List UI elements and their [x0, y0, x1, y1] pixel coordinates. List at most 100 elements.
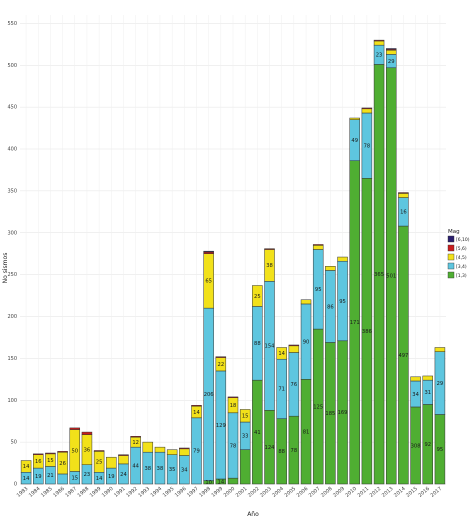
bar-segment: [227, 396, 239, 398]
bar-segment: [69, 427, 81, 430]
data-label: 14: [278, 351, 285, 357]
legend-swatch: [447, 271, 455, 279]
x-tick-label: 1988: [77, 486, 91, 499]
data-label: 41: [254, 430, 261, 436]
bar-segment: [337, 256, 348, 262]
x-axis-title: Año: [247, 511, 259, 518]
x-tick-label: 1991: [113, 486, 127, 499]
data-label: 501: [386, 274, 396, 280]
bar-segment: [276, 347, 287, 360]
bar-segment: [398, 192, 409, 194]
x-tick-label: 1990: [101, 486, 115, 499]
data-label: 29: [388, 59, 395, 65]
x-tick-label: 2013: [381, 486, 395, 499]
data-label: 95: [437, 447, 444, 453]
bar-segment: [179, 447, 190, 450]
bar-segment: [118, 454, 129, 456]
data-label: 95: [315, 287, 322, 293]
data-label: 129: [216, 423, 226, 429]
data-label: 206: [204, 392, 214, 398]
y-tick-label: 450: [7, 105, 17, 111]
x-tick-label: 1996: [174, 486, 188, 499]
bar-segment: [361, 108, 373, 114]
data-label: 14: [218, 479, 225, 485]
data-label: 38: [144, 466, 151, 472]
bar-segment: [142, 441, 154, 453]
data-label: 25: [96, 460, 103, 466]
x-tick-label: 1993: [137, 486, 151, 499]
data-label: 35: [169, 467, 176, 473]
data-labels: 14 14 19 16 21 15 26 15 50 23 36 14 25 19 24 44 12 38 38 35…: [23, 53, 443, 487]
y-axis-title: No sismos: [2, 253, 9, 284]
data-label: 10: [205, 480, 212, 486]
data-label: 78: [230, 443, 237, 449]
bar-segment: [57, 473, 68, 485]
data-label: 50: [71, 448, 78, 454]
data-label: 21: [47, 473, 54, 479]
x-tick-label: 2001: [235, 486, 249, 499]
bar-segment: [373, 40, 385, 46]
bar-segment: [239, 409, 251, 423]
data-label: 25: [254, 294, 261, 300]
data-label: 34: [181, 468, 188, 474]
bar-segment: [203, 251, 214, 254]
bar-segment: [239, 449, 251, 485]
x-tick-label: 2000: [223, 486, 237, 499]
data-label: 23: [84, 472, 91, 478]
y-tick-label: 500: [7, 63, 17, 69]
x-tick-label: 1995: [162, 486, 176, 499]
x-tick-label: 2017: [430, 486, 444, 499]
x-tick-label: 1992: [125, 486, 139, 499]
data-label: 26: [59, 461, 66, 467]
y-tick-label: 350: [7, 188, 17, 194]
data-label: 386: [362, 329, 372, 335]
data-label: 15: [71, 476, 78, 482]
bar-segment: [300, 299, 312, 305]
bar-segment: [227, 477, 239, 485]
x-tick-label: 2007: [308, 486, 322, 499]
data-label: 365: [374, 272, 384, 278]
bar-segment: [130, 436, 141, 438]
data-label: 19: [108, 474, 115, 480]
y-tick-label: 550: [7, 21, 17, 27]
data-label: 31: [424, 390, 431, 396]
legend-title: Mag: [448, 229, 460, 235]
data-label: 65: [205, 279, 212, 285]
data-label: 81: [303, 429, 310, 435]
bar-segment: [422, 375, 433, 381]
bar-segment: [264, 248, 275, 250]
data-label: 18: [230, 403, 237, 409]
data-label: 78: [291, 448, 298, 454]
x-tick-label: 2002: [247, 486, 261, 499]
x-tick-label: 2008: [320, 486, 334, 499]
x-tick-label: 1998: [198, 486, 212, 499]
data-label: 14: [23, 476, 30, 482]
data-label: 36: [84, 447, 91, 453]
data-label: 125: [313, 404, 323, 410]
x-tick-label: 2010: [344, 486, 358, 499]
data-label: 12: [132, 440, 139, 446]
y-tick-label: 200: [7, 314, 17, 320]
x-tick-label: 1986: [52, 486, 66, 499]
bar-segment: [385, 48, 397, 50]
data-label: 34: [412, 392, 419, 398]
bar-segment: [57, 451, 68, 453]
data-label: 29: [437, 381, 444, 387]
bar-segment: [252, 285, 263, 307]
x-tick-label: 1985: [40, 486, 54, 499]
data-label: 15: [242, 414, 249, 420]
bar-segment: [385, 49, 397, 55]
data-label: 185: [325, 411, 335, 417]
bar-segment: [398, 193, 409, 198]
bar-segment: [410, 376, 421, 382]
data-label: 92: [424, 442, 431, 448]
data-label: 86: [327, 304, 334, 310]
x-tick-label: 2009: [332, 486, 346, 499]
data-label: 24: [120, 472, 127, 478]
data-label: 497: [398, 353, 408, 359]
data-label: 38: [157, 466, 164, 472]
x-tick-label: 1989: [89, 486, 103, 499]
data-label: 95: [339, 299, 346, 305]
bar-segment: [20, 460, 32, 473]
